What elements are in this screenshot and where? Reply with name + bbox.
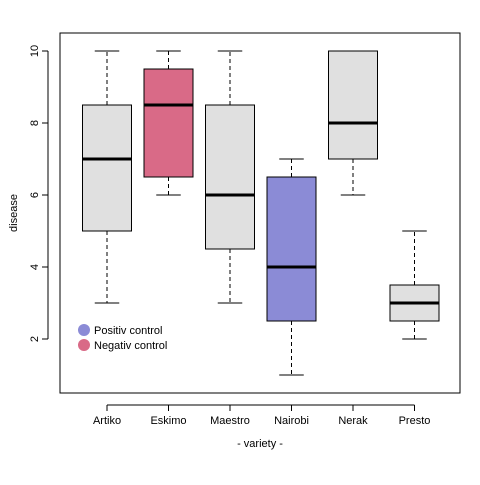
x-tick-label: Artiko	[93, 415, 121, 427]
y-tick-label: 8	[29, 120, 41, 126]
legend-item-negative: Negativ control	[78, 339, 167, 352]
box-nerak	[328, 50, 378, 196]
box-iqr	[143, 68, 194, 178]
x-axis-title: - variety -	[237, 438, 283, 450]
y-axis: 2 4 6 8 10	[29, 45, 49, 342]
box-iqr	[82, 104, 132, 232]
box-maestro	[205, 50, 255, 304]
legend-item-positive: Positiv control	[78, 324, 162, 337]
y-axis-title: disease	[8, 194, 20, 232]
x-tick-label: Maestro	[210, 415, 250, 427]
plot-frame	[59, 32, 461, 394]
x-axis: Artiko Eskimo Maestro Nairobi Nerak Presto	[93, 404, 431, 427]
box-presto	[389, 230, 440, 340]
boxes-layer	[82, 50, 440, 376]
legend-label: Positiv control	[94, 325, 162, 337]
legend-label: Negativ control	[94, 340, 167, 352]
legend: Positiv control Negativ control	[78, 324, 167, 352]
x-tick-label: Nairobi	[274, 415, 309, 427]
legend-swatch	[78, 324, 90, 336]
y-tick-label: 10	[29, 45, 41, 57]
box-iqr	[328, 50, 378, 160]
legend-swatch	[78, 339, 90, 351]
x-tick-label: Eskimo	[150, 415, 186, 427]
y-tick-label: 6	[29, 192, 41, 198]
box-artiko	[82, 50, 132, 304]
x-tick-label: Nerak	[338, 415, 368, 427]
y-tick-label: 4	[29, 264, 41, 270]
box-iqr	[266, 176, 317, 322]
y-tick-label: 2	[29, 336, 41, 342]
box-eskimo	[143, 50, 194, 196]
box-nairobi	[266, 158, 317, 376]
box-iqr	[205, 104, 255, 250]
x-tick-label: Presto	[399, 415, 431, 427]
